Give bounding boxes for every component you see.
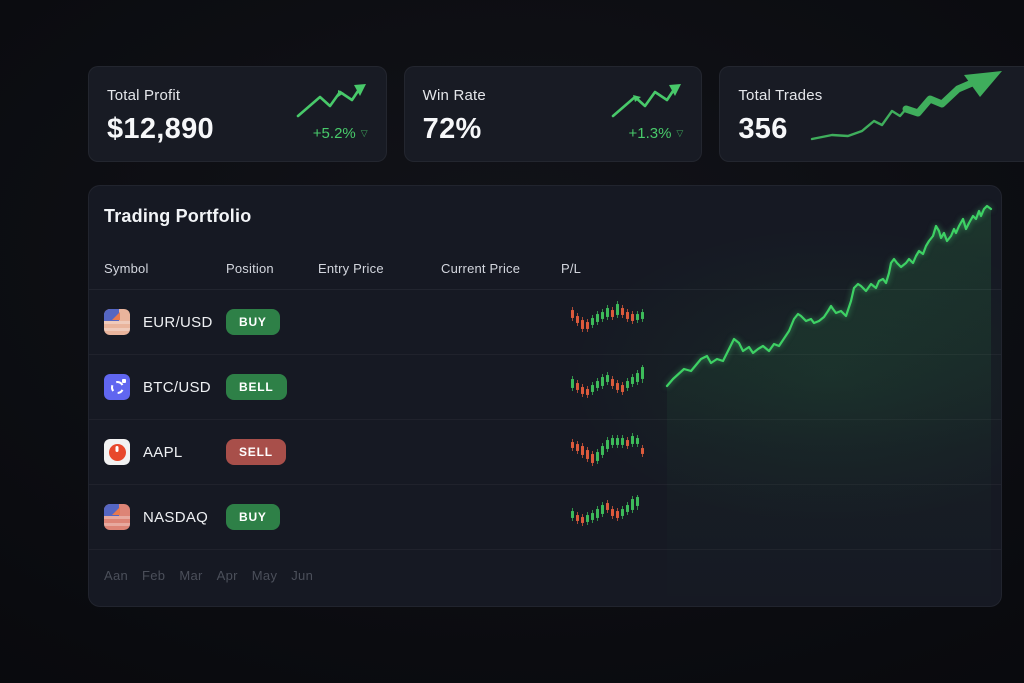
table-row[interactable]: NASDAQ BUY	[89, 485, 1001, 550]
month-label: Apr	[216, 568, 238, 583]
panel-title: Trading Portfolio	[104, 206, 252, 226]
column-header-position: Position	[226, 261, 274, 276]
month-label: Mar	[179, 568, 203, 583]
stat-cards: Total Profit $12,890 +5.2% ▽ Win Rate 72…	[88, 66, 1024, 162]
table-row[interactable]: AAPL SELL	[89, 420, 1001, 485]
position-badge[interactable]: BELL	[226, 374, 287, 400]
candlestick-mini-chart	[571, 301, 644, 332]
apple-stock-icon	[104, 439, 130, 465]
candlestick-mini-chart	[571, 495, 639, 526]
change-value: +5.2%	[312, 125, 356, 142]
table-row[interactable]: EUR/USD BUY	[89, 290, 1001, 355]
symbol-label: NASDAQ	[143, 508, 209, 526]
month-label: Jun	[291, 568, 314, 583]
triangle-down-icon: ▽	[360, 128, 368, 138]
card-change: +1.3% ▽	[628, 125, 683, 142]
trend-up-big-arrow-icon	[810, 71, 1002, 141]
month-axis: Aan Feb Mar Apr May Jun	[89, 550, 1001, 583]
column-header-symbol: Symbol	[104, 261, 149, 276]
trend-up-icon	[612, 84, 682, 118]
symbol-label: EUR/USD	[143, 313, 213, 331]
table-row[interactable]: BTC/USD BELL	[89, 355, 1001, 420]
card-label: Total Trades	[738, 87, 823, 104]
month-label: Feb	[142, 568, 166, 583]
card-value: $12,890	[107, 113, 214, 145]
trading-portfolio-panel: Trading Portfolio Symbol Position Entry …	[88, 185, 1002, 607]
win-rate-card: Win Rate 72% +1.3% ▽	[403, 66, 703, 162]
month-label: Aan	[104, 568, 129, 583]
table-header: Symbol Position Entry Price Current Pric…	[89, 261, 1001, 290]
month-label: May	[251, 568, 278, 583]
symbol-label: AAPL	[143, 443, 183, 461]
position-badge[interactable]: BUY	[226, 309, 280, 335]
card-label: Win Rate	[422, 87, 486, 104]
triangle-down-icon: ▽	[676, 128, 684, 138]
column-header-pl: P/L	[561, 261, 582, 276]
position-badge[interactable]: BUY	[226, 504, 280, 530]
total-profit-card: Total Profit $12,890 +5.2% ▽	[88, 66, 387, 162]
trend-up-icon	[296, 84, 366, 118]
card-value: 356	[738, 113, 788, 145]
us-flag-icon	[104, 309, 130, 335]
candlestick-mini-chart	[571, 365, 644, 398]
column-header-entry-price: Entry Price	[318, 261, 384, 276]
position-badge[interactable]: SELL	[226, 439, 286, 465]
card-value: 72%	[422, 113, 482, 145]
symbol-label: BTC/USD	[143, 378, 211, 396]
total-trades-card: Total Trades 356	[719, 66, 1024, 162]
column-header-current-price: Current Price	[441, 261, 521, 276]
card-change: +5.2% ▽	[313, 125, 368, 142]
card-label: Total Profit	[107, 87, 181, 104]
crypto-coin-icon	[104, 374, 130, 400]
candlestick-mini-chart	[571, 433, 644, 466]
us-flag-icon	[104, 504, 130, 530]
change-value: +1.3%	[628, 125, 672, 142]
